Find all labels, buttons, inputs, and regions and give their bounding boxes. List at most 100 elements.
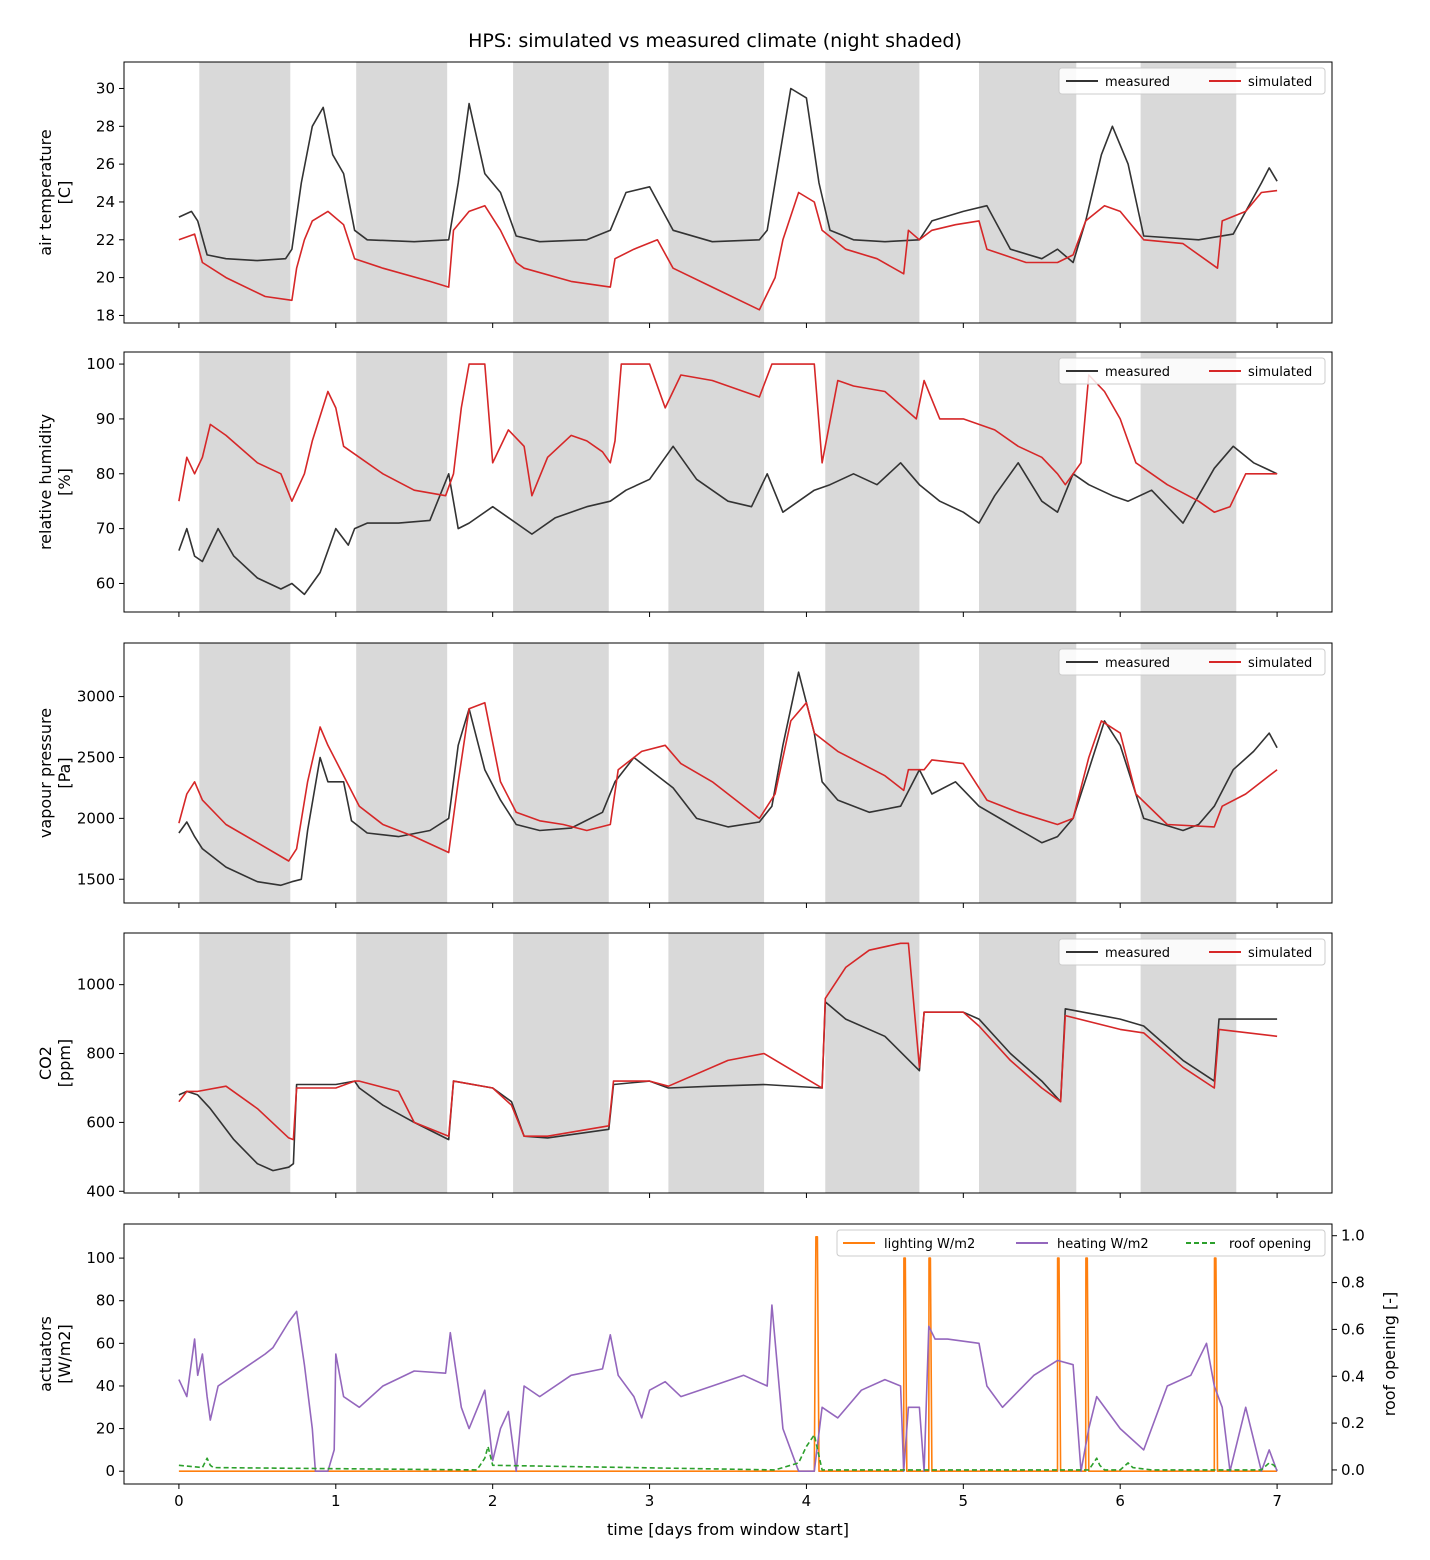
y-tick-label-act: 60 [96, 1334, 115, 1352]
y-tick-label-co2: 600 [86, 1113, 115, 1131]
y-tick-label-temp: 30 [96, 79, 115, 97]
x-tick-label: 0 [174, 1492, 184, 1510]
y2-tick-label-act: 0.0 [1341, 1461, 1365, 1479]
y2-tick-label-act: 0.4 [1341, 1367, 1365, 1385]
plot-area-rh [178, 363, 1278, 596]
y-tick-label-rh: 70 [96, 520, 115, 538]
night-shade-3 [668, 643, 765, 903]
series-line-rh-simulated [178, 363, 1278, 514]
y2-tick-label-act: 0.2 [1341, 1414, 1365, 1432]
night-shade-4 [825, 933, 920, 1193]
plot-area-vp [178, 671, 1278, 887]
y-tick-label-temp: 26 [96, 155, 115, 173]
night-shade-6 [1140, 643, 1237, 903]
night-shade-5 [979, 933, 1077, 1193]
y-tick-label-vp: 3000 [77, 688, 115, 706]
x-tick-label: 1 [331, 1492, 341, 1510]
panel-rh: 60 70 80 90 100 relative humidity [%] measured s… [36, 351, 1333, 617]
night-shade-3 [668, 352, 765, 612]
y2-tick-label-act: 0.6 [1341, 1320, 1365, 1338]
legend-box [1058, 357, 1326, 385]
axes-frame-co2 [123, 932, 1333, 1194]
night-shade-2 [513, 933, 609, 1193]
y2-axis-label-act: roof opening [-] [1380, 1292, 1399, 1417]
plot-area-co2 [178, 942, 1278, 1172]
y-tick-label-temp: 24 [96, 193, 115, 211]
series-line-vp-measured [178, 671, 1278, 887]
y-tick-label-temp: 20 [96, 269, 115, 287]
x-tick-label: 7 [1272, 1492, 1282, 1510]
legend-label-simulated: simulated [1248, 75, 1312, 90]
legend-box [1058, 67, 1326, 95]
axes-frame-vp [123, 642, 1333, 904]
night-shade-0 [199, 643, 291, 903]
y-tick-label-co2: 1000 [77, 976, 115, 994]
series-line-temp-simulated [178, 189, 1278, 311]
legend-box [1058, 938, 1326, 966]
night-shade-0 [199, 62, 291, 323]
axes-frame-rh [123, 351, 1333, 613]
night-shade-1 [356, 62, 448, 323]
night-shade-4 [825, 62, 920, 323]
y-axis-label-temp: air temperature [36, 129, 55, 255]
legend-label-simulated: simulated [1248, 656, 1312, 671]
series-line-act-heating-w-m2 [178, 1304, 1278, 1472]
legend-temp: measured simulated [1058, 67, 1326, 95]
y-axis-label-vp: vapour pressure [36, 708, 55, 838]
night-shade-6 [1140, 62, 1237, 323]
x-axis-label: time [days from window start] [607, 1520, 849, 1539]
night-shade-2 [513, 62, 609, 323]
legend-act: lighting W/m2 heating W/m2 roof opening [836, 1229, 1326, 1257]
y-tick-label-rh: 60 [96, 574, 115, 592]
y-tick-label-act: 100 [86, 1249, 115, 1267]
y-axis-label-temp: [C] [55, 181, 74, 205]
night-shade-0 [199, 933, 291, 1193]
y-axis-label-vp: [Pa] [55, 757, 74, 788]
y-tick-label-act: 80 [96, 1292, 115, 1310]
series-line-co2-simulated [178, 942, 1278, 1141]
night-shade-6 [1140, 352, 1237, 612]
y2-tick-label-act: 0.8 [1341, 1274, 1365, 1292]
chart-title: HPS: simulated vs measured climate (nigh… [468, 30, 962, 52]
legend-label-measured: measured [1105, 946, 1170, 961]
y-tick-label-vp: 2000 [77, 809, 115, 827]
series-line-act-lighting-w-m2 [178, 1236, 1278, 1472]
axes-frame-act [123, 1223, 1333, 1485]
y-tick-label-act: 0 [105, 1462, 115, 1480]
series-line-rh-measured [178, 445, 1278, 596]
y-axis-label-act: [W/m2] [55, 1324, 74, 1383]
y-tick-label-act: 40 [96, 1377, 115, 1395]
night-shade-1 [356, 643, 448, 903]
panel-co2: 400 600 800 1000 CO2 [ppm] measured simulated [36, 932, 1333, 1200]
y-tick-label-rh: 100 [86, 355, 115, 373]
night-shade-1 [356, 352, 448, 612]
y-tick-label-act: 20 [96, 1420, 115, 1438]
series-line-act-roof-opening [178, 1434, 1278, 1471]
night-shade-3 [668, 62, 765, 323]
legend-co2: measured simulated [1058, 938, 1326, 966]
night-shade-2 [513, 643, 609, 903]
legend-label-heating-w-m2: heating W/m2 [1057, 1237, 1149, 1252]
night-shade-1 [356, 933, 448, 1193]
legend-box [836, 1229, 1326, 1257]
night-shade-2 [513, 352, 609, 612]
legend-label-lighting-w-m2: lighting W/m2 [884, 1237, 975, 1252]
x-tick-label: 6 [1115, 1492, 1125, 1510]
night-shade-5 [979, 643, 1077, 903]
x-tick-label: 3 [645, 1492, 655, 1510]
legend-label-simulated: simulated [1248, 946, 1312, 961]
y-tick-label-vp: 1500 [77, 870, 115, 888]
y2-tick-label-act: 1.0 [1341, 1227, 1365, 1245]
legend-label-roof-opening: roof opening [1229, 1237, 1311, 1252]
legend-label-measured: measured [1105, 365, 1170, 380]
y-tick-label-temp: 22 [96, 231, 115, 249]
y-tick-label-rh: 80 [96, 465, 115, 483]
axes-frame-temp [123, 61, 1333, 324]
y-axis-label-co2: CO2 [36, 1046, 55, 1080]
legend-rh: measured simulated [1058, 357, 1326, 385]
panel-temp: 18 20 22 24 26 28 30 air temperature [C] measured… [36, 61, 1333, 328]
y-axis-label-rh: [%] [55, 468, 74, 496]
